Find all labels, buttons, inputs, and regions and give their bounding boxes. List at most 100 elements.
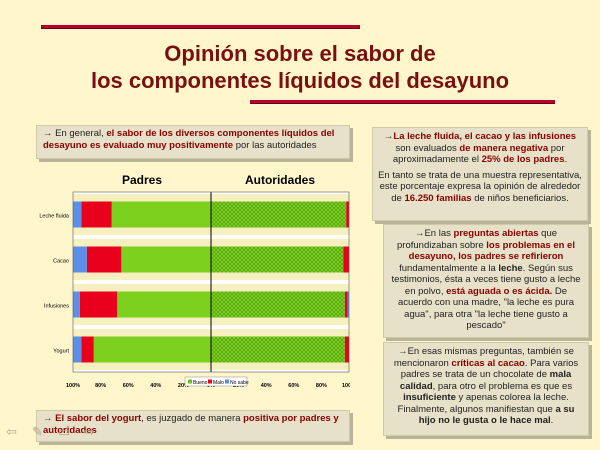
title-underline-rule: [250, 100, 555, 104]
yogurt-text-1: El sabor del yogurt: [55, 413, 142, 424]
bar-padres-no-sabe: [73, 336, 82, 363]
r2-text: En las: [424, 228, 454, 239]
bar-padres-malo: [86, 246, 122, 273]
bar-padres-malo: [81, 201, 112, 228]
r2-text: que profundizaban sobre: [397, 228, 558, 251]
legend-swatch-malo: [208, 379, 212, 384]
r2-text: preguntas abiertas: [453, 228, 539, 239]
x-tick-label: 80%: [316, 383, 327, 389]
bar-padres-no-sabe: [73, 246, 87, 273]
r1-text: En tanto se trata de una muestra represe…: [378, 169, 582, 204]
r3-text: En esas mismas preguntas, también se men…: [393, 346, 574, 369]
bar-autoridades-malo: [344, 291, 348, 318]
r3-text: críticas al cacao: [451, 357, 525, 369]
bar-padres-bueno: [117, 291, 211, 318]
legend-label-bueno: Bueno: [193, 380, 208, 386]
bar-autoridades-no-sabe: [347, 291, 349, 318]
bar-autoridades-bueno: [211, 246, 344, 273]
bar-padres-bueno: [121, 246, 211, 273]
r1-text: 25% de los padres: [481, 154, 565, 165]
r2-text: , para otra: [428, 308, 475, 320]
arrow-icon: →: [398, 346, 408, 357]
title-line-1: Opinión sobre el sabor de: [164, 41, 436, 66]
nav-back-icon[interactable]: ⇦: [6, 424, 17, 439]
summary-text-1: En general,: [55, 128, 107, 139]
top-decorative-rule: [41, 25, 360, 29]
bar-padres-malo: [81, 336, 94, 363]
r2-text: De acuerdo con una madre,: [397, 285, 568, 309]
bar-padres-bueno: [111, 201, 211, 228]
bar-autoridades-bueno: [211, 291, 345, 318]
bar-autoridades-bueno: [211, 201, 347, 228]
arrow-icon: →: [43, 128, 53, 139]
arrow-icon: →: [414, 228, 425, 239]
summary-text-2: el sabor de los diversos componentes líq…: [43, 128, 335, 151]
x-tick-label: 100%: [66, 383, 80, 389]
nav-forward-icon[interactable]: ⇨: [84, 424, 95, 439]
bar-autoridades-malo: [344, 336, 349, 363]
category-label: Infusiones: [44, 304, 69, 310]
arrow-icon: →: [383, 131, 394, 142]
bar-autoridades-bueno: [211, 336, 345, 363]
legend-swatch-bueno: [188, 379, 192, 384]
r1-text: .: [564, 154, 568, 165]
r1-text: , el cacao y las infusiones: [459, 131, 577, 142]
x-tick-label: 20%: [178, 383, 189, 389]
page-title: Opinión sobre el sabor de los componente…: [60, 40, 540, 94]
legend-label-no-sabe: No sabe: [230, 380, 249, 386]
open-questions-box: →En las preguntas abiertas que profundiz…: [383, 224, 589, 338]
legend-swatch-no-sabe: [225, 379, 229, 384]
x-tick-label: 60%: [123, 383, 134, 389]
x-tick-label: 40%: [261, 383, 272, 389]
cacao-criticism-box: →En esas mismas preguntas, también se me…: [383, 342, 589, 436]
yogurt-note-box: → El sabor del yogurt, es juzgado de man…: [36, 410, 350, 442]
title-line-2: los componentes líquidos del desayuno: [90, 68, 510, 93]
r3-text: insuficiente: [403, 392, 456, 403]
r3-text: .: [550, 415, 554, 426]
r2-text: los problemas en el desayuno, los padres…: [408, 239, 575, 263]
category-label: Cacao: [53, 259, 69, 265]
plot-border: [72, 191, 350, 373]
r2-text: "la leche es pura agua": [404, 297, 575, 320]
legend-frame: [184, 376, 248, 387]
bar-padres-bueno: [93, 336, 211, 363]
bar-autoridades-malo: [343, 246, 349, 273]
summary-note-box: → En general, el sabor de los diversos c…: [36, 125, 350, 159]
opinion-chart: Padres Autoridades Leche fluida Cacao Infusi…: [39, 173, 350, 389]
nav-menu-icon[interactable]: ▭: [58, 424, 71, 439]
yogurt-text-2: , es juzgado de manera: [141, 413, 244, 424]
r1-text: por aproximadamente el: [392, 142, 565, 166]
r2-text: fundamentalmente a la: [399, 262, 499, 274]
r2-text: . Según sus testimonios, ésta a veces ti…: [391, 262, 581, 297]
panel-title-padres: Padres: [122, 173, 162, 187]
r2-text: "la leche tiene gusto a pescado": [466, 308, 568, 332]
r1-text: son evaluados: [395, 142, 460, 154]
r2-text: leche: [498, 262, 523, 274]
r3-text: a su hijo no le gusta o le hace mal: [418, 403, 575, 427]
bar-padres-no-sabe: [73, 291, 80, 318]
bar-padres-no-sabe: [73, 201, 82, 228]
r3-text: mala calidad: [399, 369, 572, 392]
r1-text: de niños beneficiarios.: [471, 192, 569, 204]
r2-text: está aguada o es ácida.: [446, 285, 553, 297]
panel-title-autoridades: Autoridades: [245, 173, 315, 187]
nav-pen-icon[interactable]: ✎: [32, 424, 43, 439]
r3-text: . Para varios padres se trata de un choc…: [400, 357, 579, 381]
x-tick-label: 40%: [150, 383, 161, 389]
bar-autoridades-malo: [346, 201, 349, 228]
category-label: Yogurt: [53, 349, 69, 355]
bar-padres-malo: [79, 291, 118, 318]
r1-text: La leche fluida: [393, 131, 460, 142]
summary-text-3: por las autoridades: [233, 139, 317, 151]
r3-text: y apenas colorea la leche. Finalmente, a…: [397, 392, 569, 415]
arrow-icon: →: [43, 413, 53, 424]
category-label: Leche fluida: [39, 214, 70, 220]
r1-text: de manera negativa: [459, 142, 549, 154]
r3-text: , para otro el problema es que es: [432, 380, 573, 392]
negative-evaluation-box: →La leche fluida, el cacao y las infusio…: [372, 127, 588, 221]
legend-label-malo: Malo: [213, 380, 224, 386]
r1-text: 16.250 familias: [404, 192, 472, 204]
yogurt-text-3: positiva por padres y autoridades: [43, 413, 339, 436]
x-tick-label: 60%: [288, 383, 299, 389]
x-tick-label: 100%: [342, 383, 350, 389]
